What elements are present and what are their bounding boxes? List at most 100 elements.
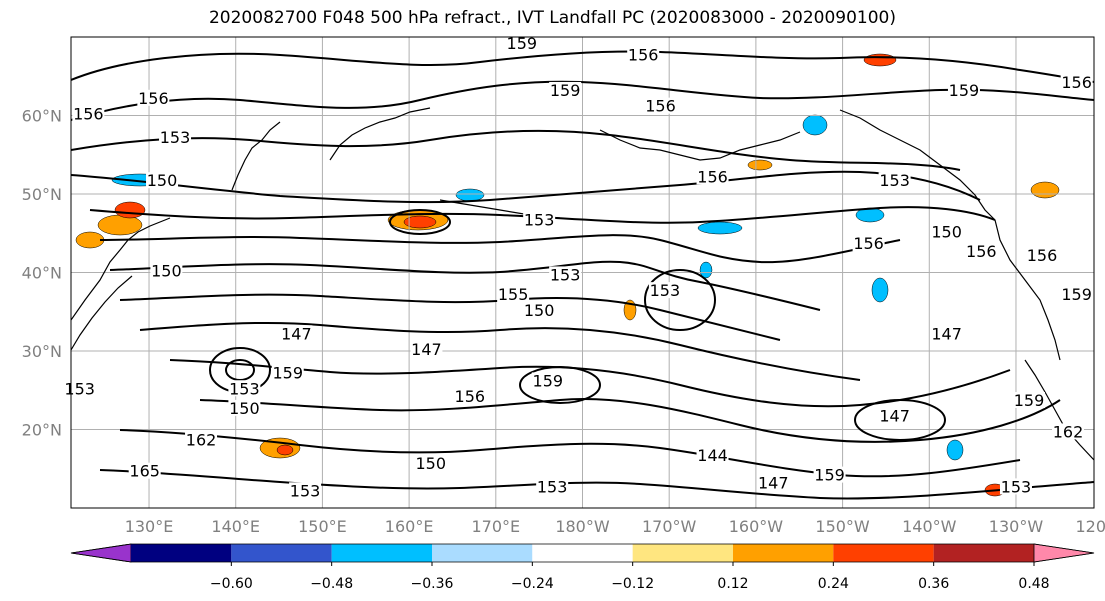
anomaly-patch (946, 439, 964, 461)
contour-label: 156 (645, 97, 676, 116)
anomaly-patch (699, 261, 713, 279)
contour-label-bg (1051, 423, 1084, 440)
contour-label: 165 (129, 462, 160, 481)
contour-label: 156 (628, 46, 659, 65)
contour-label: 156 (1061, 73, 1092, 92)
anomaly-patch (1030, 181, 1060, 199)
contour-label-bg (947, 81, 980, 98)
lon-tick-label: 130°E (125, 517, 174, 536)
contour-label: 159 (272, 364, 303, 383)
contour-label: 159 (1061, 285, 1092, 304)
contour-label-bg (228, 380, 261, 397)
contour-label: 155 (498, 285, 529, 304)
colorbar-segment (632, 544, 733, 562)
contour-label-bg (999, 478, 1032, 495)
colorbar-tick-label: −0.24 (511, 576, 554, 592)
contour-label-bg (549, 266, 582, 283)
colorbar-segment (733, 544, 834, 562)
contour-label: 156 (966, 242, 997, 261)
contour-label: 147 (758, 473, 789, 492)
anomaly-patch (276, 444, 294, 456)
contour-label-bg (72, 105, 105, 122)
contour-label: 150 (147, 171, 178, 190)
contour-label: 156 (73, 105, 104, 124)
contour-label: 144 (697, 446, 728, 465)
lat-tick-label: 40°N (22, 264, 62, 283)
colorbar-extend-low (70, 543, 132, 563)
colorbar-extend-high (1033, 543, 1095, 563)
colorbar-segment (933, 544, 1034, 562)
contour-label-bg (159, 129, 192, 146)
coastlines (71, 107, 1094, 461)
contour-label-bg (549, 81, 582, 98)
longitude-axis: 130°E 140°E 150°E 160°E 170°E 180°W 170°W 160°W… (125, 517, 1105, 536)
contour-label: 162 (1053, 422, 1084, 441)
anomaly-patch (114, 201, 146, 219)
anomaly-patch (75, 231, 105, 249)
lat-tick-label: 50°N (22, 185, 62, 204)
contour-label-bg (930, 325, 963, 342)
contour-label: 156 (138, 89, 169, 108)
contour-label: 156 (455, 387, 486, 406)
graticule (71, 37, 1094, 508)
contour-label: 153 (64, 379, 95, 398)
lon-tick-label: 160°W (729, 517, 784, 536)
contour-label: 147 (931, 324, 962, 343)
contour-label: 153 (160, 128, 191, 147)
contour-label: 153 (879, 171, 910, 190)
contour-label: 150 (524, 301, 555, 320)
colorbar: −0.60 −0.48 −0.36 −0.24 −0.12 0.12 0.24 0.36 0.4… (70, 543, 1095, 592)
colorbar-segment (331, 544, 432, 562)
contour-label-bg (137, 89, 170, 106)
colorbar-tick-label: 0.24 (818, 576, 849, 592)
contour-label-bg (185, 431, 218, 448)
anomaly-patch (863, 53, 897, 67)
lon-tick-label: 120°W (1075, 517, 1105, 536)
colorbar-segment (532, 544, 633, 562)
anomaly-patch (97, 214, 143, 236)
contour-lines (71, 50, 1094, 500)
contour-label-bg (1012, 392, 1045, 409)
contour-label-bg (150, 262, 183, 279)
contour-label-bg (813, 466, 846, 483)
contour-label: 147 (411, 340, 442, 359)
contour-label: 153 (290, 481, 321, 500)
contour-label-bg (1060, 286, 1093, 303)
anomaly-patch (403, 215, 437, 229)
contour-label: 159 (1014, 391, 1045, 410)
contour-label: 153 (1001, 477, 1032, 496)
colorbar-tick-label: −0.12 (611, 576, 654, 592)
contour-label: 147 (281, 324, 312, 343)
contour-label-bg (497, 286, 530, 303)
anomaly-patch (697, 221, 743, 235)
contour-label: 153 (537, 477, 568, 496)
anomaly-patch (871, 277, 889, 303)
lon-tick-label: 140°W (902, 517, 957, 536)
latitude-axis: 20°N 30°N 40°N 50°N 60°N (22, 107, 62, 440)
anomaly-patch (455, 188, 485, 202)
contour-label-bg (644, 97, 677, 114)
lon-tick-label: 150°W (815, 517, 870, 536)
colorbar-tick-label: −0.48 (310, 576, 353, 592)
colorbar-tick-label: 0.36 (918, 576, 949, 592)
lon-tick-label: 140°E (211, 517, 260, 536)
contour-label: 150 (151, 262, 182, 281)
contour-label: 150 (416, 454, 447, 473)
contour-label: 156 (1027, 246, 1058, 265)
contour-label-bg (878, 172, 911, 189)
contour-label: 153 (650, 281, 681, 300)
lat-tick-label: 60°N (22, 107, 62, 126)
contour-label-bg (271, 364, 304, 381)
lat-tick-label: 20°N (22, 421, 62, 440)
lon-tick-label: 130°W (989, 517, 1044, 536)
contour-label-bg (414, 454, 447, 471)
colorbar-tick-label: 0.48 (1018, 576, 1049, 592)
colorbar-segment (833, 544, 934, 562)
contour-label-bg (505, 34, 538, 51)
colorbar-tick-label: 0.12 (717, 576, 748, 592)
contour-label-bg (696, 168, 729, 185)
contour-label: 153 (229, 379, 260, 398)
contour-label-bg (1025, 246, 1058, 263)
contour-label: 159 (533, 371, 564, 390)
